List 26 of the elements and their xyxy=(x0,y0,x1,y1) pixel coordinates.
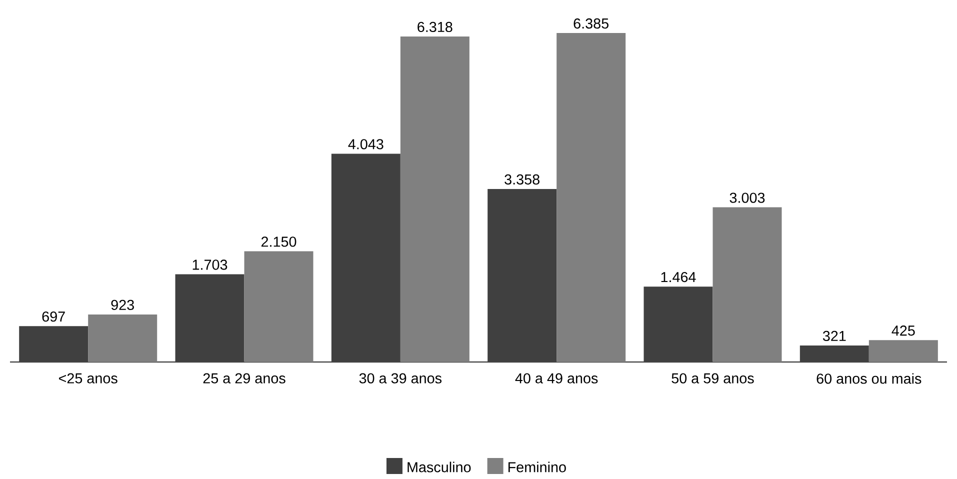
data-label: 425 xyxy=(892,326,915,336)
legend-label: Masculino xyxy=(408,462,471,472)
bar xyxy=(712,207,782,362)
legend-label: Feminino xyxy=(508,462,566,472)
data-label: 4.043 xyxy=(348,139,384,150)
bar xyxy=(244,251,314,362)
x-tick-label: 30 a 39 anos xyxy=(359,373,442,384)
data-label: 697 xyxy=(42,312,65,322)
data-label: 3.358 xyxy=(504,174,540,185)
bar xyxy=(400,36,470,362)
bar xyxy=(868,340,938,362)
x-tick-label: 50 a 59 anos xyxy=(672,373,754,384)
x-tick-label: 25 a 29 anos xyxy=(203,373,286,384)
x-tick-label: <25 anos xyxy=(58,373,118,384)
bar xyxy=(88,314,158,362)
x-tick-label: 60 anos ou mais xyxy=(816,373,922,384)
data-label: 923 xyxy=(111,300,134,310)
data-label: 321 xyxy=(822,330,846,342)
data-label: 1.464 xyxy=(661,272,696,282)
data-label: 6.318 xyxy=(418,22,452,32)
bar xyxy=(556,33,626,362)
data-label: 2.150 xyxy=(261,236,296,247)
data-label: 6.385 xyxy=(574,18,608,29)
x-tick-label: 40 a 49 anos xyxy=(515,373,598,384)
data-label: 1.703 xyxy=(192,260,228,270)
data-label: 3.003 xyxy=(730,192,765,203)
